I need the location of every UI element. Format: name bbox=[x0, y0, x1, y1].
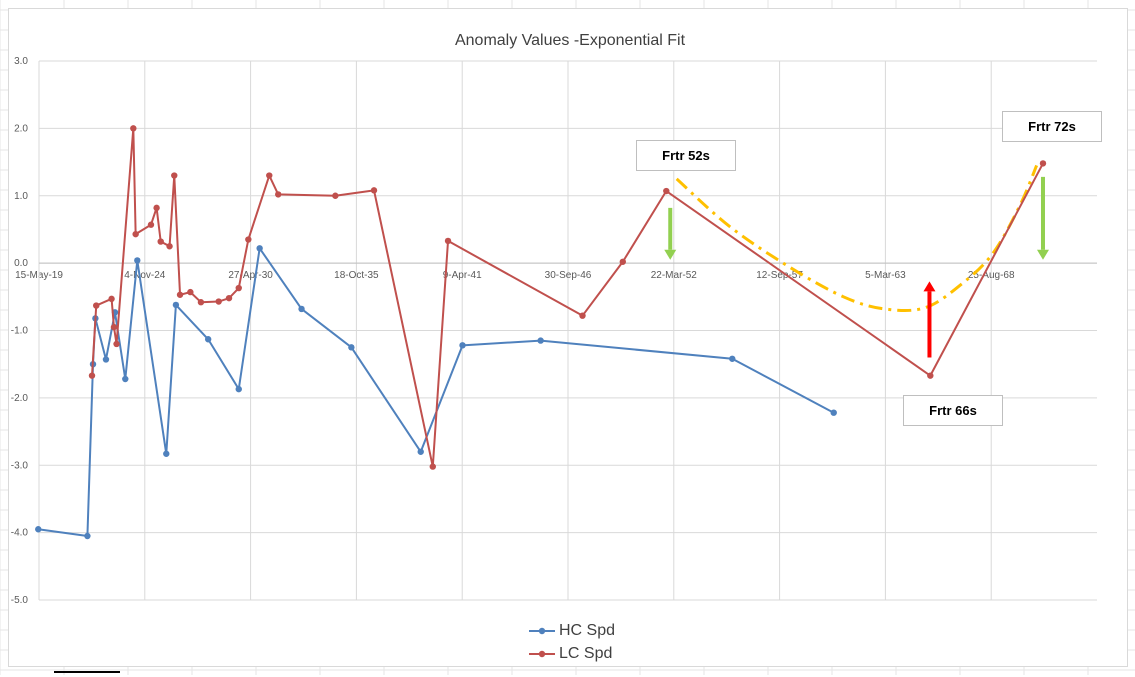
data-point-hc-spd[interactable] bbox=[204, 336, 212, 343]
annotation-frtr-72s: Frtr 72s bbox=[1002, 111, 1102, 142]
data-point-hc-spd[interactable] bbox=[729, 355, 736, 362]
y-tick-label: -3.0 bbox=[11, 460, 29, 471]
y-tick-label: -4.0 bbox=[11, 528, 29, 539]
cell-selection-edge bbox=[54, 671, 120, 677]
data-point-lc-spd[interactable] bbox=[110, 323, 118, 331]
y-tick-label: 2.0 bbox=[14, 123, 28, 134]
data-point-lc-spd[interactable] bbox=[663, 187, 670, 195]
data-point-lc-spd[interactable] bbox=[166, 243, 173, 250]
annotation-frtr-66s: Frtr 66s bbox=[903, 395, 1003, 426]
data-point-lc-spd[interactable] bbox=[332, 192, 339, 199]
data-point-lc-spd[interactable] bbox=[225, 294, 233, 302]
data-point-lc-spd[interactable] bbox=[132, 230, 139, 238]
series-line-hc-spd bbox=[38, 247, 835, 537]
data-point-lc-spd[interactable] bbox=[215, 298, 222, 305]
data-point-lc-spd[interactable] bbox=[370, 187, 378, 194]
y-tick-label: -5.0 bbox=[11, 595, 29, 606]
data-point-hc-spd[interactable] bbox=[35, 526, 42, 533]
legend-marker-hc-spd bbox=[529, 627, 555, 634]
data-point-lc-spd[interactable] bbox=[93, 302, 100, 309]
chart-title: Anomaly Values -Exponential Fit bbox=[455, 32, 686, 49]
data-point-hc-spd[interactable] bbox=[235, 385, 242, 393]
data-point-lc-spd[interactable] bbox=[147, 221, 155, 228]
x-tick-label: 30-Sep-46 bbox=[545, 270, 592, 281]
data-point-hc-spd[interactable] bbox=[256, 245, 263, 252]
data-point-lc-spd[interactable] bbox=[176, 291, 184, 298]
legend-item-lc-spd: LC Spd bbox=[529, 642, 615, 665]
trend-overlay-line bbox=[675, 164, 1039, 313]
data-point-lc-spd[interactable] bbox=[619, 258, 627, 265]
data-point-hc-spd[interactable] bbox=[102, 356, 110, 363]
data-point-lc-spd[interactable] bbox=[266, 172, 273, 179]
series-line-lc-spd bbox=[91, 127, 1044, 468]
data-point-lc-spd[interactable] bbox=[88, 372, 96, 379]
data-point-hc-spd[interactable] bbox=[134, 257, 141, 264]
data-point-lc-spd[interactable] bbox=[113, 340, 120, 348]
x-tick-label: 5-Mar-63 bbox=[865, 270, 906, 281]
y-tick-label: 1.0 bbox=[14, 191, 28, 202]
data-point-lc-spd[interactable] bbox=[197, 299, 205, 306]
annotation-frtr-52s: Frtr 52s bbox=[636, 140, 736, 171]
arrow-up bbox=[923, 281, 936, 358]
data-point-lc-spd[interactable] bbox=[153, 204, 160, 212]
data-point-hc-spd[interactable] bbox=[348, 344, 355, 351]
data-point-hc-spd[interactable] bbox=[163, 450, 170, 457]
plot-area: Anomaly Values -Exponential Fit 3.0 2.0 1.… bbox=[11, 32, 1097, 606]
x-tick-label: 27-Apr-30 bbox=[228, 270, 273, 281]
data-point-lc-spd[interactable] bbox=[429, 463, 436, 470]
x-tick-label: 18-Oct-35 bbox=[334, 270, 379, 281]
arrow-down bbox=[1036, 176, 1049, 260]
legend-label-hc-spd: HC Spd bbox=[559, 621, 616, 639]
legend-label-lc-spd: LC Spd bbox=[559, 644, 613, 662]
legend-item-hc-spd: HC Spd bbox=[529, 619, 615, 642]
y-tick-label: 3.0 bbox=[14, 56, 28, 67]
data-point-hc-spd[interactable] bbox=[417, 448, 424, 455]
x-tick-label: 25-Aug-68 bbox=[968, 270, 1015, 281]
data-point-lc-spd[interactable] bbox=[1039, 160, 1047, 167]
y-tick-label: -2.0 bbox=[11, 393, 29, 404]
data-point-hc-spd[interactable] bbox=[122, 375, 129, 383]
x-tick-label: 12-Sep-57 bbox=[756, 270, 803, 281]
legend: HC Spd LC Spd bbox=[529, 619, 615, 665]
data-point-lc-spd[interactable] bbox=[187, 288, 194, 296]
legend-marker-lc-spd bbox=[529, 650, 555, 657]
data-point-hc-spd[interactable] bbox=[537, 337, 544, 344]
data-point-lc-spd[interactable] bbox=[444, 237, 452, 245]
data-point-lc-spd[interactable] bbox=[235, 284, 242, 292]
data-point-hc-spd[interactable] bbox=[172, 301, 180, 309]
x-tick-label: 4-Nov-24 bbox=[124, 270, 166, 281]
data-point-lc-spd[interactable] bbox=[245, 236, 252, 243]
data-point-hc-spd[interactable] bbox=[830, 409, 837, 416]
data-point-hc-spd[interactable] bbox=[459, 342, 466, 349]
data-point-lc-spd[interactable] bbox=[171, 172, 178, 179]
arrow-down bbox=[664, 207, 677, 260]
data-point-lc-spd[interactable] bbox=[130, 125, 137, 132]
y-tick-label: -1.0 bbox=[11, 326, 29, 337]
data-point-lc-spd[interactable] bbox=[157, 238, 164, 245]
data-point-hc-spd[interactable] bbox=[84, 532, 91, 540]
chart-area[interactable]: Anomaly Values -Exponential Fit 3.0 2.0 1.… bbox=[8, 8, 1128, 667]
x-tick-label: 22-Mar-52 bbox=[651, 270, 698, 281]
y-tick-label: 0.0 bbox=[14, 258, 28, 269]
data-point-hc-spd[interactable] bbox=[298, 305, 305, 313]
data-point-lc-spd[interactable] bbox=[579, 312, 586, 319]
x-tick-label: 9-Apr-41 bbox=[443, 270, 482, 281]
data-point-lc-spd[interactable] bbox=[275, 191, 282, 198]
data-point-lc-spd[interactable] bbox=[927, 372, 934, 379]
data-point-lc-spd[interactable] bbox=[108, 295, 115, 303]
